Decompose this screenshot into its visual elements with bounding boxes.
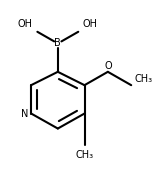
Text: OH: OH	[18, 19, 33, 29]
Text: O: O	[104, 61, 112, 71]
Text: B: B	[54, 39, 61, 49]
Text: CH₃: CH₃	[75, 150, 94, 160]
Text: OH: OH	[83, 19, 98, 29]
Text: N: N	[21, 109, 29, 119]
Text: CH₃: CH₃	[134, 74, 153, 84]
